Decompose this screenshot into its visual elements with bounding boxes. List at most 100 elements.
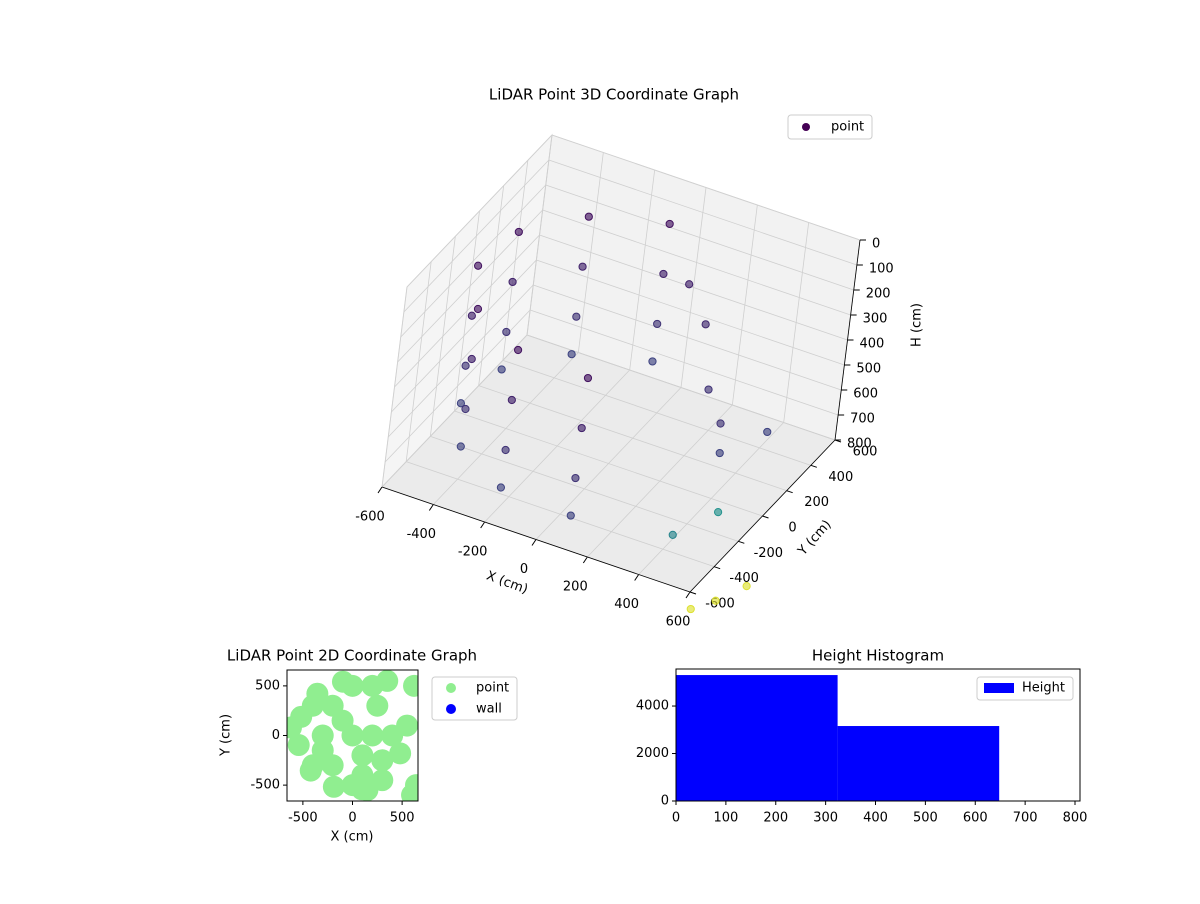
point — [585, 213, 592, 220]
point — [366, 695, 388, 717]
x-tick-label: 700 — [1013, 811, 1038, 826]
z-tick-label: 200 — [866, 287, 891, 302]
y-tick-label: 0 — [661, 794, 669, 809]
point — [361, 725, 383, 747]
x-tick-label: 0 — [672, 811, 680, 826]
y-axis-label: Y (cm) — [219, 714, 234, 757]
z-tick-label: 0 — [872, 237, 880, 252]
z-tick-label: 800 — [847, 437, 872, 452]
x-tick-label: 400 — [863, 811, 888, 826]
point — [567, 512, 574, 519]
z-tick-label: 700 — [850, 412, 875, 427]
legend-label: point — [476, 681, 509, 696]
y-tick-label: -200 — [754, 546, 784, 561]
point — [457, 443, 464, 450]
point — [302, 695, 324, 717]
legend-marker — [984, 683, 1014, 693]
point — [515, 228, 522, 235]
x-axis-label: X (cm) — [331, 830, 374, 845]
point — [462, 405, 469, 412]
point — [687, 605, 694, 612]
x-tick-label: 300 — [813, 811, 838, 826]
x-tick-label: -600 — [355, 510, 385, 525]
point — [312, 739, 334, 761]
point — [376, 670, 398, 692]
point — [351, 744, 373, 766]
point — [474, 262, 481, 269]
x-tick-label: -500 — [288, 811, 318, 826]
legend-label: point — [831, 120, 864, 135]
point — [584, 374, 591, 381]
point — [669, 531, 676, 538]
point — [716, 449, 723, 456]
point — [323, 776, 345, 798]
point — [705, 386, 712, 393]
y-tick-label: 400 — [828, 470, 853, 485]
point — [717, 420, 724, 427]
point — [514, 346, 521, 353]
point — [332, 710, 354, 732]
point — [503, 328, 510, 335]
legend-label: wall — [476, 702, 502, 717]
z-tick-label: 300 — [863, 312, 888, 327]
x-tick-label: 200 — [763, 811, 788, 826]
y-tick-label: 200 — [804, 495, 829, 510]
x-tick-label: 100 — [713, 811, 738, 826]
x-tick-label: 500 — [913, 811, 938, 826]
y-tick-label: -500 — [250, 778, 280, 793]
point — [764, 428, 771, 435]
point — [649, 358, 656, 365]
point — [743, 583, 750, 590]
point — [509, 278, 516, 285]
point — [654, 320, 661, 327]
legend-marker — [802, 123, 810, 131]
y-tick-label: 500 — [255, 678, 280, 693]
point — [702, 321, 709, 328]
point — [579, 263, 586, 270]
point — [468, 355, 475, 362]
chart-title: Height Histogram — [812, 647, 944, 665]
x-tick-label: 0 — [520, 562, 528, 577]
point — [686, 281, 693, 288]
y-tick-label: 4000 — [636, 699, 669, 714]
z-tick-label: 500 — [856, 362, 881, 377]
y-tick-label: 0 — [272, 728, 280, 743]
x-tick-label: 600 — [666, 615, 691, 630]
point — [715, 509, 722, 516]
point — [666, 220, 673, 227]
chart-title: LiDAR Point 2D Coordinate Graph — [227, 647, 477, 665]
point — [497, 484, 504, 491]
z-tick-label: 400 — [860, 337, 885, 352]
point — [356, 779, 378, 801]
z-axis-label: H (cm) — [910, 303, 925, 347]
x-tick-label: 600 — [963, 811, 988, 826]
x-tick-label: 0 — [348, 811, 356, 826]
y-tick-label: -600 — [705, 597, 735, 612]
chart-title: LiDAR Point 3D Coordinate Graph — [489, 86, 739, 104]
z-tick-label: 100 — [869, 262, 894, 277]
point — [468, 312, 475, 319]
point — [381, 725, 403, 747]
point — [712, 597, 719, 604]
bar — [838, 726, 1000, 801]
legend-marker — [446, 683, 456, 693]
legend-label: Height — [1022, 681, 1065, 696]
point — [572, 474, 579, 481]
x-tick-label: 400 — [614, 597, 639, 612]
legend-marker — [446, 704, 456, 714]
point — [462, 362, 469, 369]
bar — [676, 675, 838, 801]
point — [573, 313, 580, 320]
x-tick-label: 200 — [563, 580, 588, 595]
point — [508, 396, 515, 403]
y-tick-label: 0 — [788, 521, 796, 536]
x-tick-label: -400 — [407, 527, 437, 542]
point — [498, 366, 505, 373]
point — [568, 351, 575, 358]
point — [474, 305, 481, 312]
point — [578, 424, 585, 431]
x-tick-label: 500 — [390, 811, 415, 826]
point — [342, 675, 364, 697]
z-tick-label: 600 — [853, 387, 878, 402]
